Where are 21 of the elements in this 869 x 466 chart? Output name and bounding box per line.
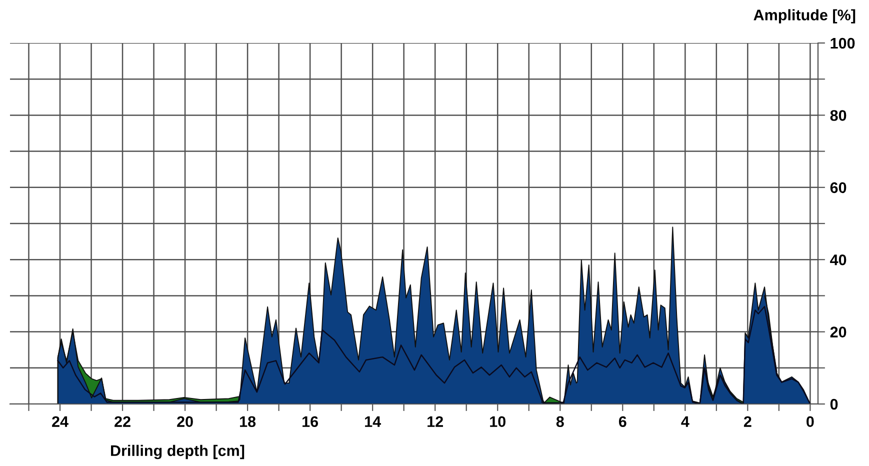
y-tick-label: 80: [830, 110, 846, 121]
y-axis-title: Amplitude [%]: [754, 9, 856, 24]
x-tick-label: 6: [618, 416, 626, 428]
x-tick-label: 22: [114, 416, 130, 427]
y-tick-label: 20: [830, 326, 846, 338]
y-tick-label: 40: [830, 254, 846, 266]
x-tick-label: 16: [302, 416, 318, 428]
x-tick-label: 8: [556, 416, 564, 428]
x-tick-label: 18: [240, 416, 256, 428]
x-tick-label: 10: [490, 416, 506, 428]
x-tick-label: 0: [806, 416, 814, 428]
x-tick-label: 2: [744, 416, 752, 427]
y-tick-label: 60: [830, 182, 846, 194]
x-tick-label: 14: [365, 416, 381, 427]
x-tick-label: 24: [52, 416, 68, 427]
y-tick-label: 100: [830, 38, 855, 49]
x-tick-label: 4: [681, 416, 690, 427]
x-tick-label: 12: [428, 416, 443, 427]
y-tick-label: 0: [830, 398, 838, 410]
x-axis-title: Drilling depth [cm]: [111, 444, 244, 460]
x-tick-label: 20: [177, 416, 193, 428]
